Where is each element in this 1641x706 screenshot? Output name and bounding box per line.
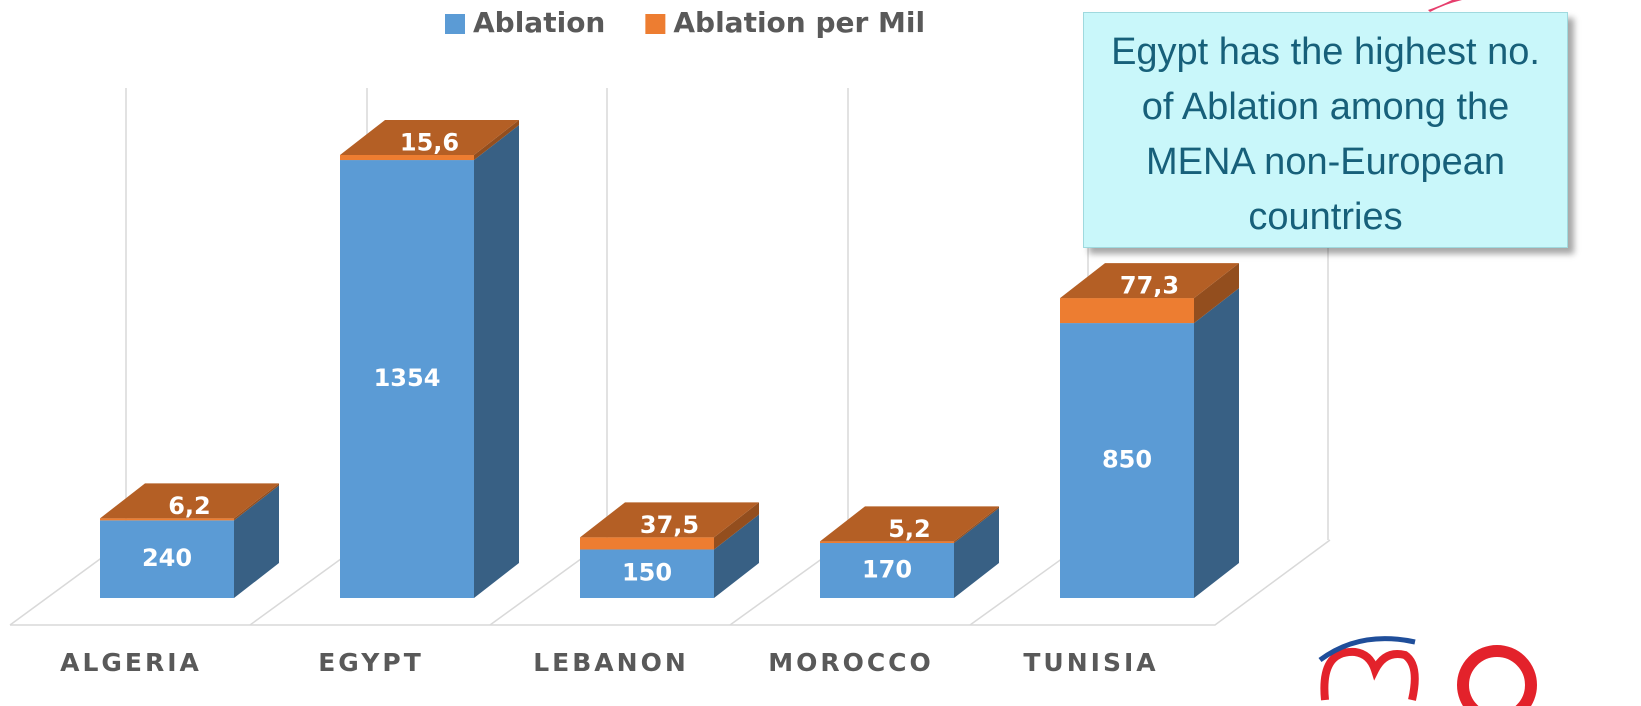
legend-swatch — [645, 14, 666, 34]
x-tick-label: ALGERIA — [60, 648, 202, 677]
bar-side — [714, 514, 759, 598]
bar-side — [1194, 288, 1239, 598]
bar-side — [234, 485, 279, 598]
bar — [580, 537, 714, 550]
bar-side — [474, 125, 519, 599]
bar — [1060, 298, 1194, 324]
bar-top — [820, 506, 999, 542]
legend-swatch — [445, 14, 465, 34]
bar — [820, 541, 954, 544]
arrow-decoration — [1428, 0, 1462, 12]
legend-label: Ablation — [473, 6, 605, 39]
value-label: 850 — [1102, 446, 1152, 474]
x-tick-label: MOROCCO — [768, 648, 934, 677]
annotation: Egypt has the highest no. of Ablation am… — [1083, 12, 1568, 248]
bar-side — [474, 120, 519, 161]
bar-top — [580, 502, 759, 538]
bar — [1060, 323, 1194, 598]
value-label: 77,3 — [1120, 272, 1179, 300]
logos — [1318, 636, 1537, 706]
value-label: 170 — [862, 556, 912, 584]
bar-side — [234, 483, 279, 521]
bar-side — [954, 506, 999, 544]
bar — [340, 160, 474, 599]
value-label: 150 — [622, 559, 672, 587]
bar — [100, 520, 234, 598]
bar-side — [714, 502, 759, 550]
x-tick-label: TUNISIA — [1023, 648, 1158, 677]
value-label: 5,2 — [888, 515, 931, 543]
bar-top — [340, 120, 519, 155]
bar — [340, 155, 474, 161]
value-label: 1354 — [374, 364, 441, 392]
value-label: 240 — [142, 544, 192, 572]
bar-top — [1060, 263, 1239, 299]
value-label: 15,6 — [400, 129, 459, 157]
bar — [580, 549, 714, 598]
x-tick-label: EGYPT — [318, 648, 424, 677]
value-label: 37,5 — [640, 511, 699, 539]
value-label: 6,2 — [168, 492, 211, 520]
legend-label: Ablation per Mil — [673, 6, 925, 39]
bar — [820, 543, 954, 598]
bar — [100, 518, 234, 521]
bar-side — [954, 508, 999, 598]
bar-top — [100, 483, 279, 519]
bar-side — [1194, 263, 1239, 324]
x-tick-label: LEBANON — [533, 648, 689, 677]
